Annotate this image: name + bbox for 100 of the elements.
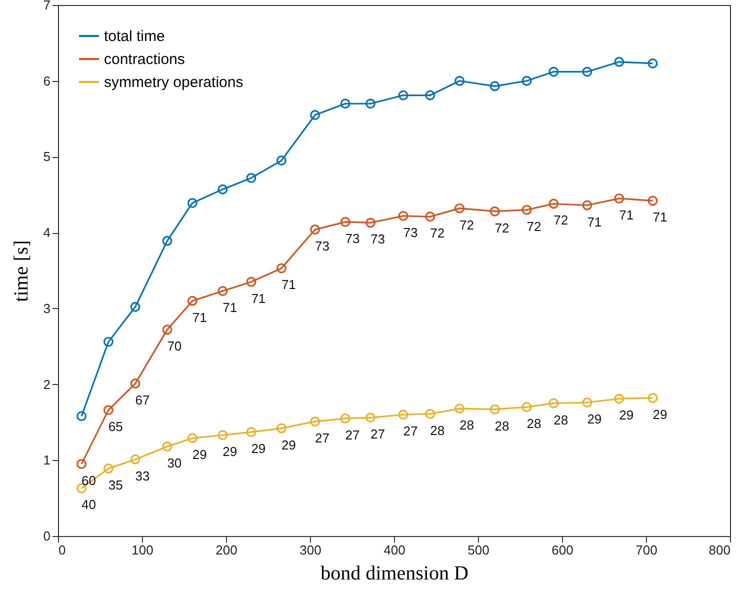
annotation: 73 [345,230,360,246]
point [340,98,350,109]
annotation: 33 [135,468,150,484]
point [276,423,286,434]
point [522,76,532,86]
x-tick-label: 500 [468,542,490,558]
point [582,200,592,210]
point [490,404,500,414]
annotation: 71 [192,310,207,325]
annotation: 27 [315,430,330,446]
annotation: 71 [619,207,634,222]
x-tick-label: 400 [384,542,406,558]
legend-label: total time [104,28,165,45]
annotation: 40 [82,497,96,512]
point [218,430,228,440]
point [246,427,256,438]
point [130,454,140,464]
annotation: 28 [460,418,474,433]
annotation: 72 [526,218,542,234]
annotation: 73 [403,224,418,240]
point [398,90,408,100]
point [187,433,198,444]
x-tick-label: 100 [132,542,154,558]
x-tick-label: 200 [216,542,238,558]
annotation: 71 [222,300,238,315]
annotation: 29 [192,447,207,462]
annotation: 29 [587,411,602,426]
point [103,464,114,474]
point [76,458,87,469]
annotation: 29 [619,408,634,423]
annotation: 28 [430,422,445,438]
annotation: 73 [315,238,330,254]
point [425,408,436,419]
annotation: 71 [281,277,296,292]
point [310,110,320,120]
y-tick-label: 2 [43,376,50,392]
point [548,66,559,77]
legend-label: contractions [104,51,185,68]
annotation: 72 [460,217,474,232]
point [187,296,198,306]
annotation: 27 [403,424,418,439]
point [425,212,436,222]
annotation: 27 [370,426,385,442]
annotation: 29 [222,444,238,460]
point [310,416,320,426]
point [425,90,436,100]
annotation: 71 [251,290,266,306]
point [162,324,172,335]
point [103,336,114,347]
point [648,392,658,403]
annotation: 29 [251,441,266,456]
point [130,302,140,312]
point [162,236,172,246]
annotation: 71 [652,210,668,225]
annotation: 72 [430,226,445,241]
point [276,156,286,166]
y-tick-label: 6 [43,73,50,88]
y-tick-label: 0 [43,528,50,544]
point [130,378,140,388]
y-tick-label: 5 [43,149,50,164]
point [398,210,408,221]
annotation: 72 [554,212,568,228]
point [218,286,228,296]
point [365,98,376,109]
point [648,196,658,206]
x-tick-label: 800 [708,542,730,558]
y-axis-title: time [s] [10,240,32,302]
point [340,413,350,424]
annotation: 28 [494,418,510,434]
annotation: 35 [108,477,123,492]
point [365,218,376,228]
point [246,276,256,287]
legend-label: symmetry operations [104,74,244,91]
point [490,206,500,216]
point [522,204,532,215]
point [614,56,624,67]
y-tick-label: 4 [43,225,50,240]
point [340,216,350,227]
x-axis-title: bond dimension D [320,562,468,584]
point [614,193,624,204]
x-tick-label: 600 [552,542,574,558]
x-tick-label: 0 [58,542,66,558]
point [454,203,465,214]
annotation: 67 [135,392,150,408]
annotation: 28 [526,416,542,432]
point [548,198,559,209]
point [365,412,376,423]
point [614,394,624,404]
y-tick-label: 1 [43,452,50,468]
annotation: 28 [554,412,568,428]
point [398,410,408,420]
annotation: 29 [281,437,296,452]
y-tick-label: 3 [43,300,50,316]
point [582,398,592,408]
annotation: 70 [167,338,182,354]
x-tick-label: 300 [300,542,322,558]
point [490,81,500,92]
point [103,405,114,416]
point [454,76,465,86]
annotation: 73 [370,232,385,247]
